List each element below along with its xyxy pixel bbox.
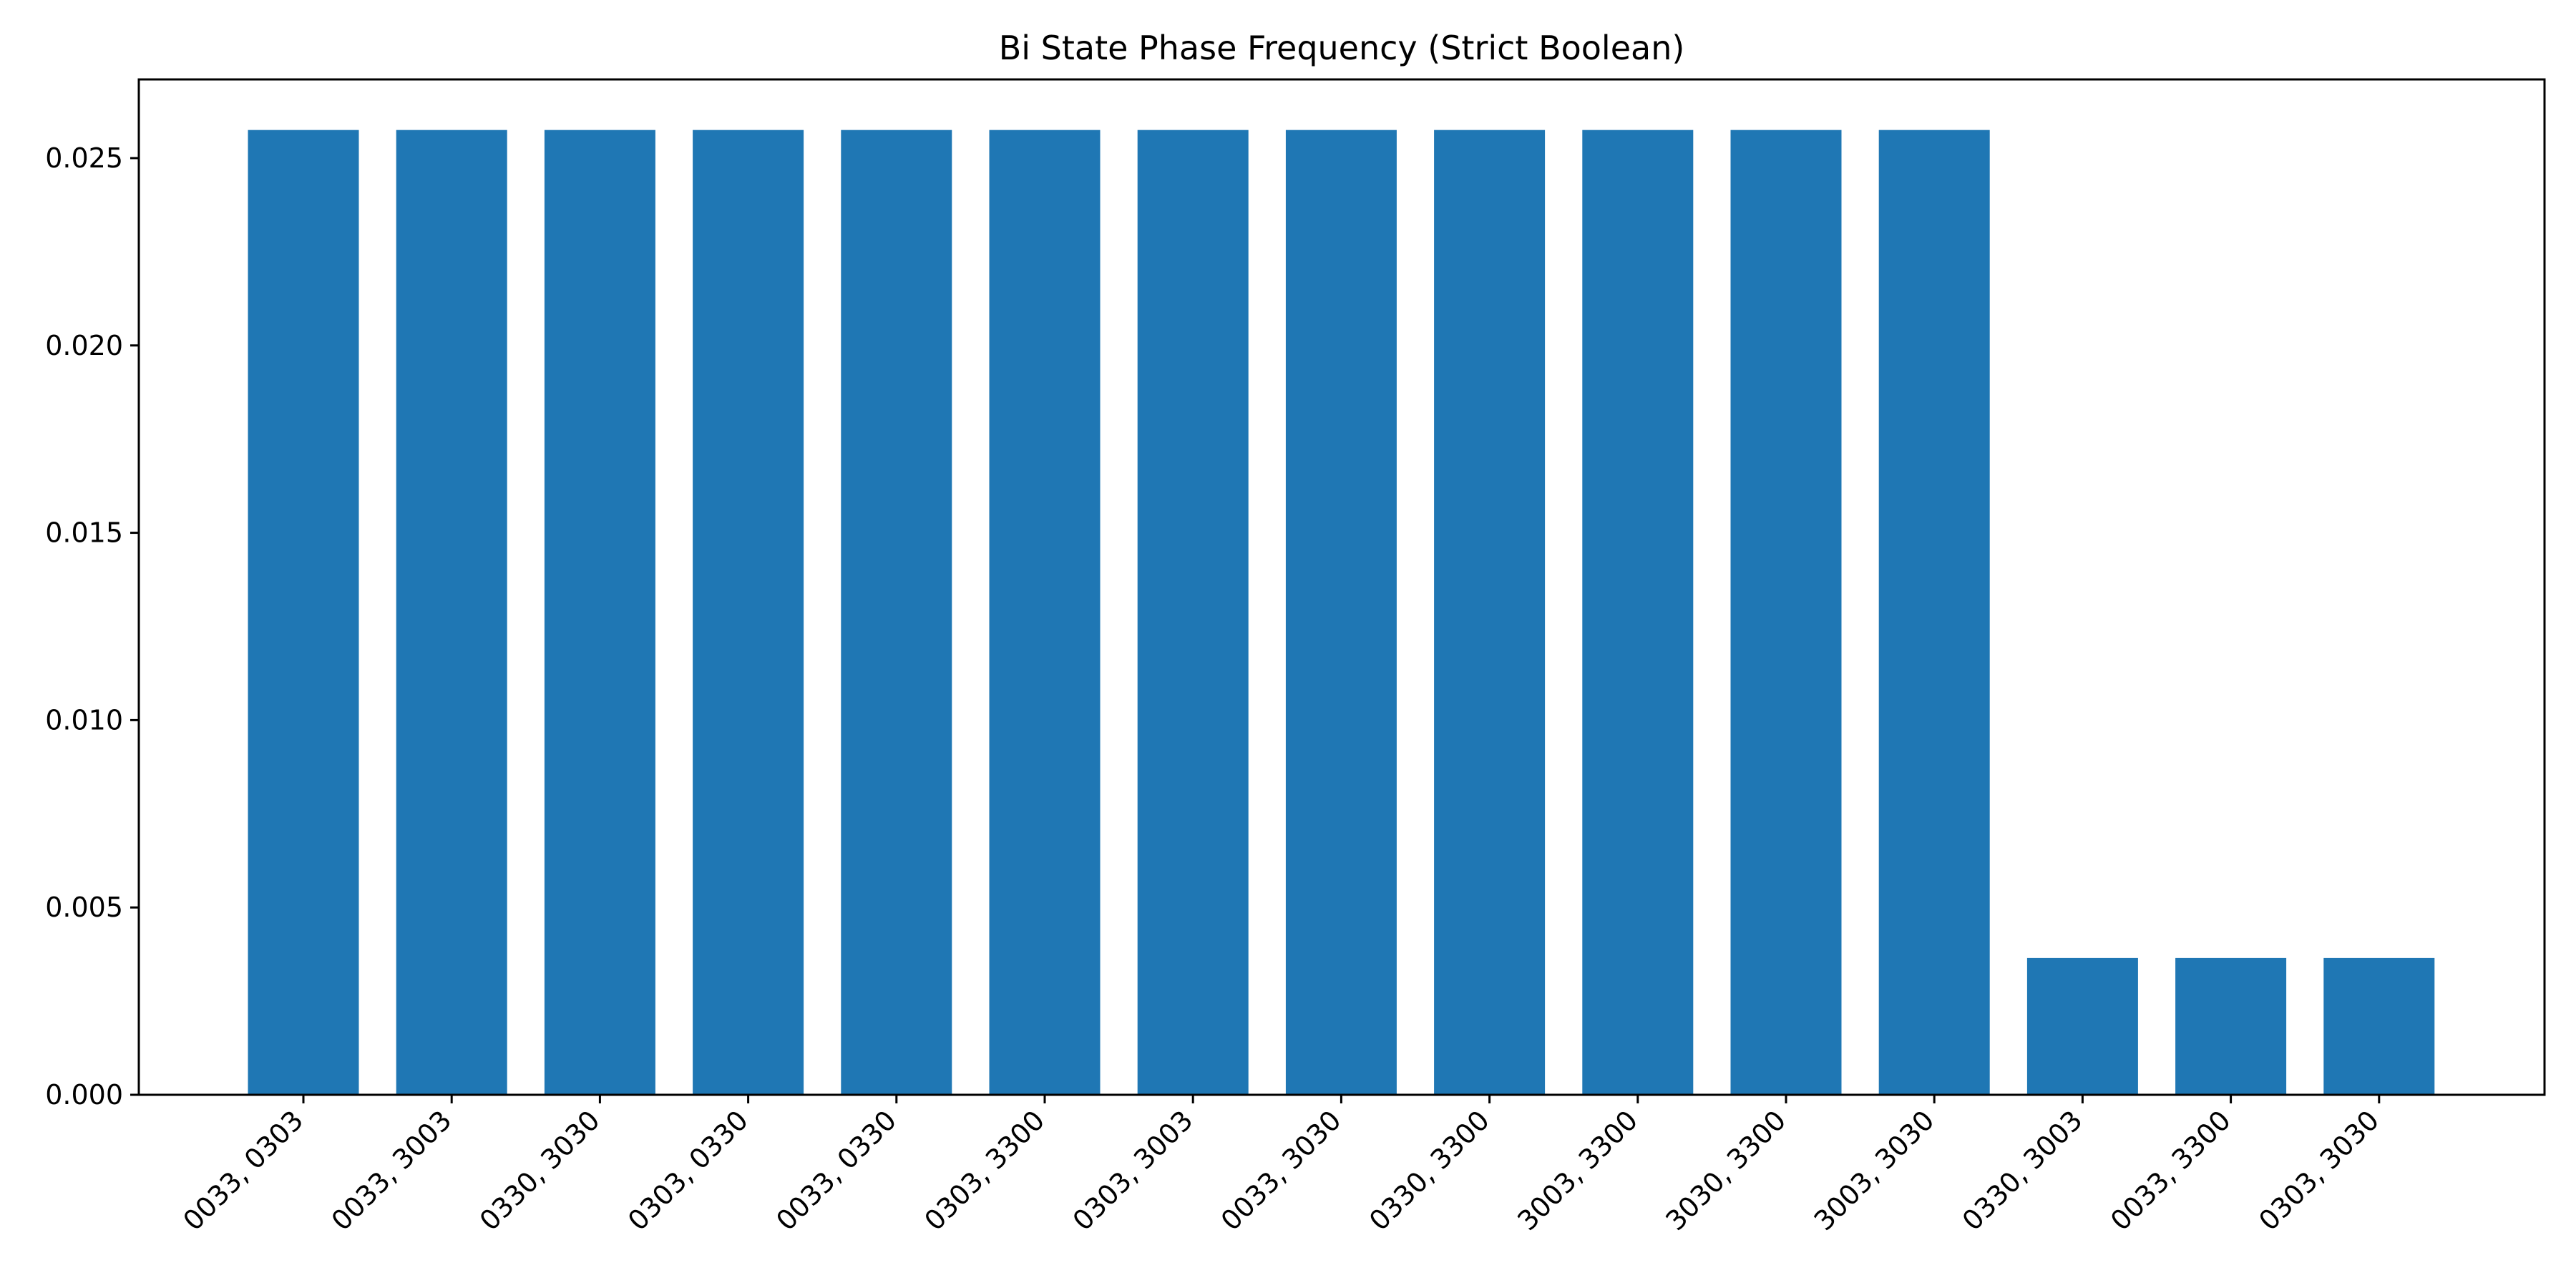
y-tick-label: 0.005	[45, 892, 123, 923]
bar-12	[1878, 130, 1990, 1095]
bar-5	[841, 130, 952, 1095]
bar-11	[1730, 130, 1842, 1095]
bar-10	[1582, 130, 1694, 1095]
bar-9	[1434, 130, 1546, 1095]
bar-15	[2323, 957, 2435, 1095]
y-tick-label: 0.020	[45, 330, 123, 361]
y-tick-label: 0.015	[45, 517, 123, 549]
y-tick-label: 0.010	[45, 704, 123, 736]
chart-title: Bi State Phase Frequency (Strict Boolean…	[999, 29, 1685, 67]
bar-13	[2026, 957, 2138, 1095]
bar-6	[989, 130, 1101, 1095]
bar-14	[2175, 957, 2287, 1095]
bar-3	[544, 130, 655, 1095]
y-axis: 0.000 0.005 0.010 0.015 0.020 0.025	[45, 142, 139, 1111]
bar-2	[396, 130, 507, 1095]
bar-1	[248, 130, 359, 1095]
plot-frame	[137, 78, 2546, 1096]
bar-4	[693, 130, 804, 1095]
bars-group	[248, 130, 2435, 1095]
bar-7	[1137, 130, 1249, 1095]
y-tick-label: 0.025	[45, 142, 123, 174]
bar-8	[1285, 130, 1397, 1095]
y-tick-label: 0.000	[45, 1079, 123, 1111]
